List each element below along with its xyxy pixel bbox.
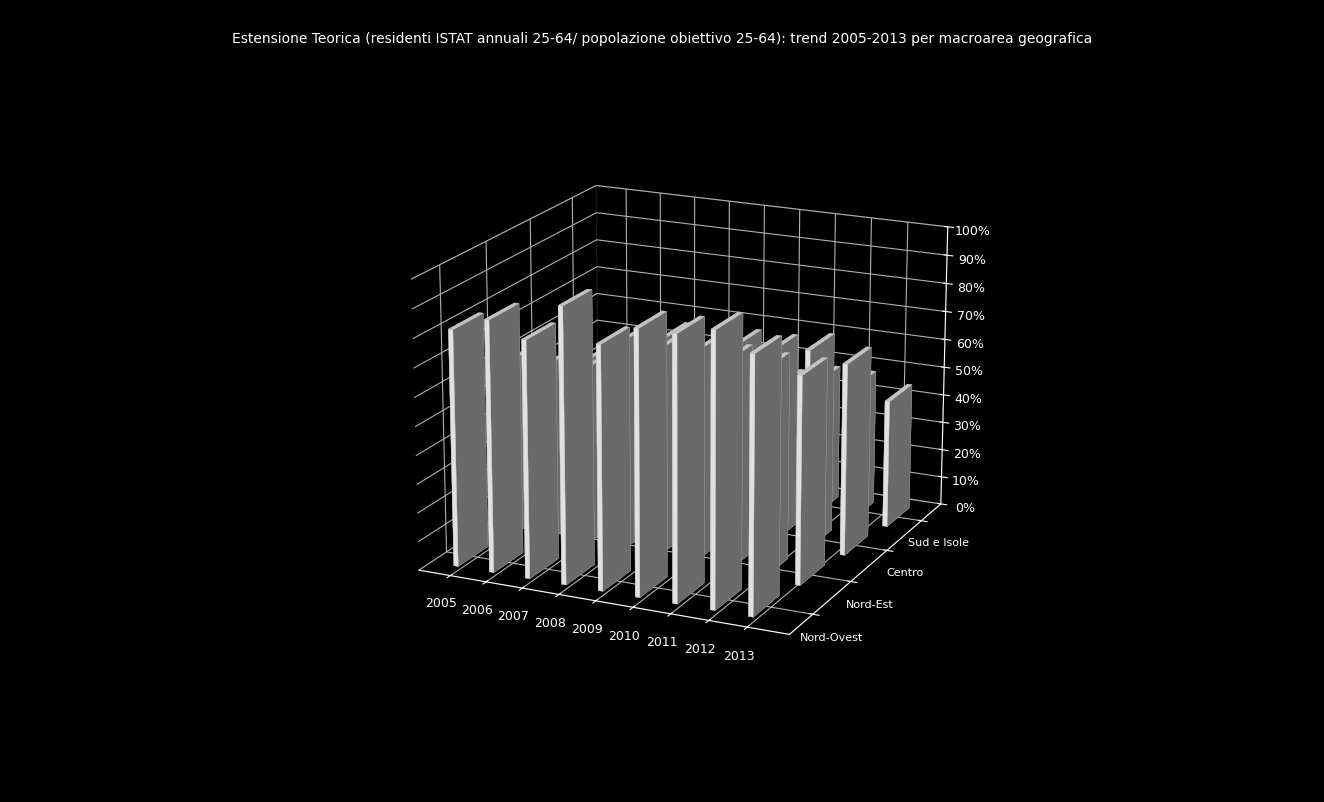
Text: Estensione Teorica (residenti ISTAT annuali 25-64/ popolazione obiettivo 25-64):: Estensione Teorica (residenti ISTAT annu… [232,32,1092,46]
